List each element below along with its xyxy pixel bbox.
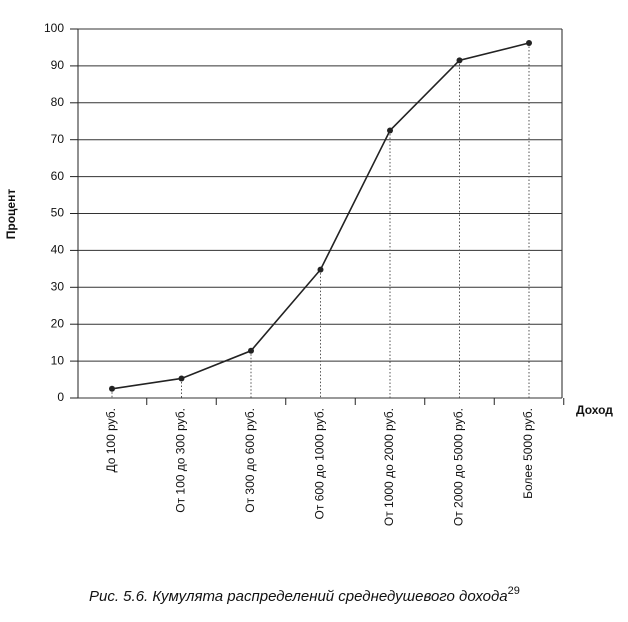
y-tick-label: 20 <box>51 316 65 330</box>
y-tick-label: 70 <box>51 132 65 146</box>
y-tick-label: 0 <box>57 390 64 404</box>
y-tick-label: 40 <box>51 243 65 257</box>
x-tick-label: От 1000 до 2000 руб. <box>382 408 396 526</box>
caption-text: Рис. 5.6. Кумулята распределений среднед… <box>89 588 508 605</box>
x-tick-label: От 2000 до 5000 руб. <box>452 408 466 526</box>
y-tick-label: 60 <box>51 169 65 183</box>
data-point <box>178 375 185 382</box>
x-tick-label: Более 5000 руб. <box>521 408 535 499</box>
data-point <box>387 127 393 134</box>
y-tick-label: 10 <box>51 353 65 367</box>
x-tick-label: От 600 до 1000 руб. <box>313 408 327 519</box>
data-point <box>526 40 532 47</box>
data-point <box>317 266 324 273</box>
caption: Рис. 5.6. Кумулята распределений среднед… <box>89 585 520 605</box>
y-tick-label: 50 <box>51 206 65 220</box>
x-tick-label: От 300 до 600 руб. <box>243 408 257 513</box>
data-point <box>456 57 463 64</box>
y-tick-label: 90 <box>51 58 65 72</box>
y-tick-label: 80 <box>51 95 65 109</box>
y-tick-label: 100 <box>44 21 64 35</box>
data-point <box>109 385 115 392</box>
caption-note: 29 <box>508 585 520 597</box>
data-point <box>248 347 254 354</box>
y-axis-label: Процент <box>4 189 18 240</box>
x-axis-label: Доход <box>576 403 613 417</box>
x-tick-label: От 100 до 300 руб. <box>174 408 188 513</box>
y-tick-label: 30 <box>51 279 65 293</box>
x-tick-label: До 100 руб. <box>104 408 118 473</box>
